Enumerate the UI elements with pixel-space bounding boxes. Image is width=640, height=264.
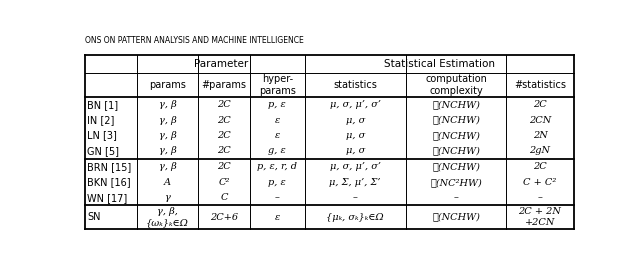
Text: BKN [16]: BKN [16] xyxy=(87,177,131,187)
Text: LN [3]: LN [3] xyxy=(87,130,117,140)
Text: C + C²: C + C² xyxy=(524,178,557,187)
Text: hyper-
params: hyper- params xyxy=(259,74,296,96)
Text: γ, β: γ, β xyxy=(159,146,176,155)
Text: 2C: 2C xyxy=(533,100,547,109)
Text: μ, σ, μ’, σ’: μ, σ, μ’, σ’ xyxy=(330,162,381,171)
Text: γ, β: γ, β xyxy=(159,116,176,125)
Text: computation
complexity: computation complexity xyxy=(425,74,487,96)
Text: SN: SN xyxy=(87,212,100,222)
Text: 2CN: 2CN xyxy=(529,116,551,125)
Text: Statistical Estimation: Statistical Estimation xyxy=(383,59,495,69)
Text: 2C: 2C xyxy=(217,131,231,140)
Text: BN [1]: BN [1] xyxy=(87,100,118,110)
Text: 𝒪(NCHW): 𝒪(NCHW) xyxy=(432,213,480,222)
Text: C²: C² xyxy=(218,178,230,187)
Text: γ, β: γ, β xyxy=(159,100,176,109)
Text: #params: #params xyxy=(202,80,246,90)
Text: p, ε: p, ε xyxy=(268,100,286,109)
Text: 2C: 2C xyxy=(217,100,231,109)
Text: γ, β: γ, β xyxy=(159,131,176,140)
Text: 2N: 2N xyxy=(532,131,547,140)
Text: μ, Σ, μ’, Σ’: μ, Σ, μ’, Σ’ xyxy=(330,178,381,187)
Text: 𝒪(NC²HW): 𝒪(NC²HW) xyxy=(430,178,482,187)
Text: ε: ε xyxy=(275,116,280,125)
Text: –: – xyxy=(538,193,542,202)
Text: μ, σ: μ, σ xyxy=(346,146,365,155)
Text: 2gN: 2gN xyxy=(529,146,550,155)
Text: μ, σ: μ, σ xyxy=(346,116,365,125)
Text: 2C+6: 2C+6 xyxy=(210,213,238,222)
Text: 2C: 2C xyxy=(217,162,231,171)
Text: ε: ε xyxy=(275,213,280,222)
Text: γ: γ xyxy=(164,193,170,202)
Text: #statistics: #statistics xyxy=(514,80,566,90)
Text: IN [2]: IN [2] xyxy=(87,115,115,125)
Text: params: params xyxy=(149,80,186,90)
Text: 𝒪(NCHW): 𝒪(NCHW) xyxy=(432,162,480,171)
Text: statistics: statistics xyxy=(333,80,377,90)
Text: {μₖ, σₖ}ₖ∈Ω: {μₖ, σₖ}ₖ∈Ω xyxy=(326,213,384,222)
Text: 2C + 2N
+2CN: 2C + 2N +2CN xyxy=(518,207,561,227)
Text: 2C: 2C xyxy=(533,162,547,171)
Text: 𝒪(NCHW): 𝒪(NCHW) xyxy=(432,100,480,109)
Text: γ, β,
{ωₖ}ₖ∈Ω: γ, β, {ωₖ}ₖ∈Ω xyxy=(146,207,189,227)
Text: –: – xyxy=(275,193,280,202)
Text: ε: ε xyxy=(275,131,280,140)
Text: p, ε, r, d: p, ε, r, d xyxy=(257,162,298,171)
Text: Parameter: Parameter xyxy=(194,59,248,69)
Text: 2C: 2C xyxy=(217,116,231,125)
Text: C: C xyxy=(220,193,228,202)
Text: 2C: 2C xyxy=(217,146,231,155)
Text: BRN [15]: BRN [15] xyxy=(87,162,131,172)
Text: –: – xyxy=(353,193,358,202)
Text: γ, β: γ, β xyxy=(159,162,176,171)
Text: 𝒪(NCHW): 𝒪(NCHW) xyxy=(432,146,480,155)
Text: A: A xyxy=(164,178,171,187)
Text: 𝒪(NCHW): 𝒪(NCHW) xyxy=(432,131,480,140)
Text: GN [5]: GN [5] xyxy=(87,146,119,156)
Text: 𝒪(NCHW): 𝒪(NCHW) xyxy=(432,116,480,125)
Text: WN [17]: WN [17] xyxy=(87,193,127,203)
Text: g, ε: g, ε xyxy=(268,146,286,155)
Text: ONS ON PATTERN ANALYSIS AND MACHINE INTELLIGENCE: ONS ON PATTERN ANALYSIS AND MACHINE INTE… xyxy=(85,36,304,45)
Text: –: – xyxy=(454,193,458,202)
Text: p, ε: p, ε xyxy=(268,178,286,187)
Text: μ, σ: μ, σ xyxy=(346,131,365,140)
Text: μ, σ, μ’, σ’: μ, σ, μ’, σ’ xyxy=(330,100,381,109)
